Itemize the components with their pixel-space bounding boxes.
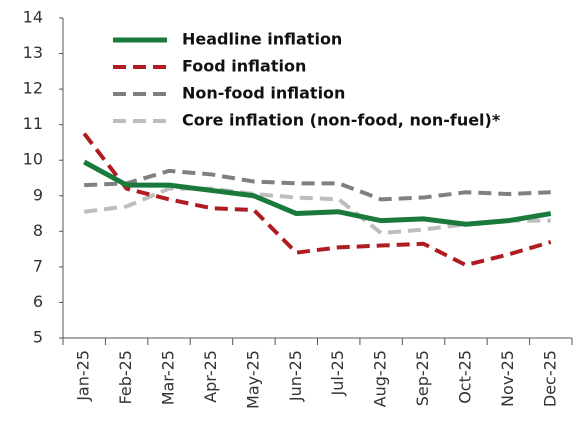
x-tick-label: Oct-25 (455, 350, 474, 404)
series-line (82, 132, 552, 268)
x-tick-label: Dec-25 (540, 350, 559, 407)
legend-label: Headline inflation (182, 30, 342, 49)
x-tick-label: Apr-25 (201, 350, 220, 403)
y-tick-label: 11 (23, 114, 43, 133)
x-tick-label: Jan-25 (74, 350, 93, 402)
series-line (83, 159, 552, 227)
x-tick-label: Jul-25 (328, 350, 347, 396)
y-tick-label: 8 (33, 221, 43, 240)
y-tick-label: 9 (33, 185, 43, 204)
y-tick-label: 10 (23, 150, 43, 169)
x-tick-label: Mar-25 (159, 350, 178, 405)
x-tick-label: Jun-25 (286, 350, 305, 402)
y-tick-label: 6 (33, 292, 43, 311)
legend-label: Core inflation (non-food, non-fuel)* (182, 111, 501, 130)
x-tick-label: Sep-25 (413, 350, 432, 406)
y-tick-label: 13 (23, 43, 43, 62)
legend-label: Non-food inflation (182, 84, 345, 103)
legend-label: Food inflation (182, 57, 306, 76)
y-tick-label: 14 (23, 8, 43, 27)
x-tick-label: Nov-25 (498, 350, 517, 407)
y-tick-label: 5 (33, 328, 43, 347)
y-tick-label: 12 (23, 79, 43, 98)
y-tick-label: 7 (33, 256, 43, 275)
x-tick-label: Aug-25 (371, 350, 390, 407)
x-tick-label: Feb-25 (116, 350, 135, 404)
x-tick-label: May-25 (243, 350, 262, 409)
